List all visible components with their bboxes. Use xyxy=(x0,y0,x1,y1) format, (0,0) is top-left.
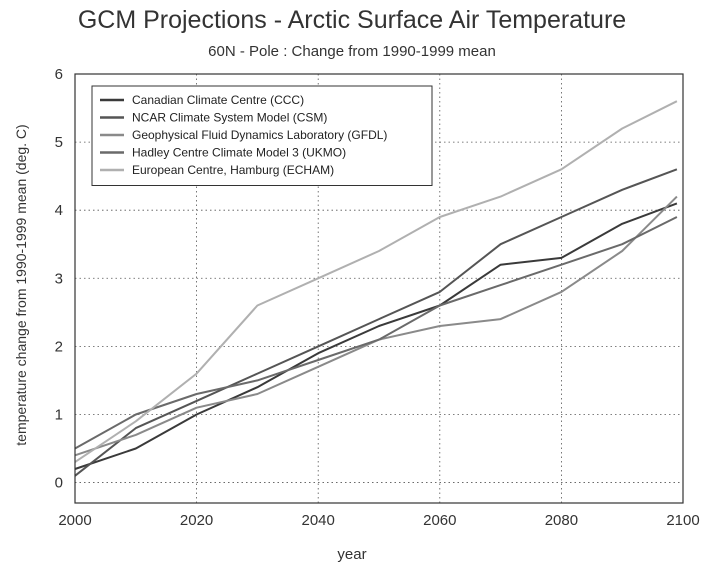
series-line-5 xyxy=(74,100,678,463)
y-tick-label: 2 xyxy=(55,338,63,355)
chart-subtitle: 60N - Pole : Change from 1990-1999 mean xyxy=(208,43,496,60)
chart-title: GCM Projections - Arctic Surface Air Tem… xyxy=(77,6,627,34)
x-tick-label: 2000 xyxy=(58,512,91,529)
x-tick-label: 2060 xyxy=(423,512,456,529)
axes: 2000 2020 2040 2060 2080 2100 0 1 2 3 4 5 6 xyxy=(55,66,700,529)
legend-entry: Hadley Centre Climate Model 3 (UKMO) xyxy=(132,146,346,160)
legend-entry: European Centre, Hamburg (ECHAM) xyxy=(132,163,334,177)
x-axis-label: year xyxy=(337,546,367,563)
series-lines xyxy=(74,100,678,477)
y-tick-label: 3 xyxy=(55,270,63,287)
x-tick-label: 2100 xyxy=(666,512,699,529)
legend-entry: Geophysical Fluid Dynamics Laboratory (G… xyxy=(132,128,387,142)
legend-entry: Canadian Climate Centre (CCC) xyxy=(132,93,304,107)
series-line-2 xyxy=(74,168,678,477)
x-tick-label: 2040 xyxy=(302,512,335,529)
x-tick-label: 2080 xyxy=(545,512,578,529)
plot-frame xyxy=(74,73,684,504)
y-tick-label: 5 xyxy=(55,134,63,151)
y-tick-label: 0 xyxy=(55,475,63,492)
series-line-4 xyxy=(74,216,678,450)
y-tick-label: 6 xyxy=(55,66,63,83)
legend: Canadian Climate Centre (CCC) NCAR Climat… xyxy=(91,85,433,186)
legend-entry: NCAR Climate System Model (CSM) xyxy=(132,111,327,125)
y-tick-label: 4 xyxy=(55,202,63,219)
series-line-1 xyxy=(74,202,678,470)
legend-box xyxy=(91,85,433,186)
series-line-3 xyxy=(74,195,678,457)
y-tick-label: 1 xyxy=(55,406,63,423)
x-tick-label: 2020 xyxy=(180,512,213,529)
